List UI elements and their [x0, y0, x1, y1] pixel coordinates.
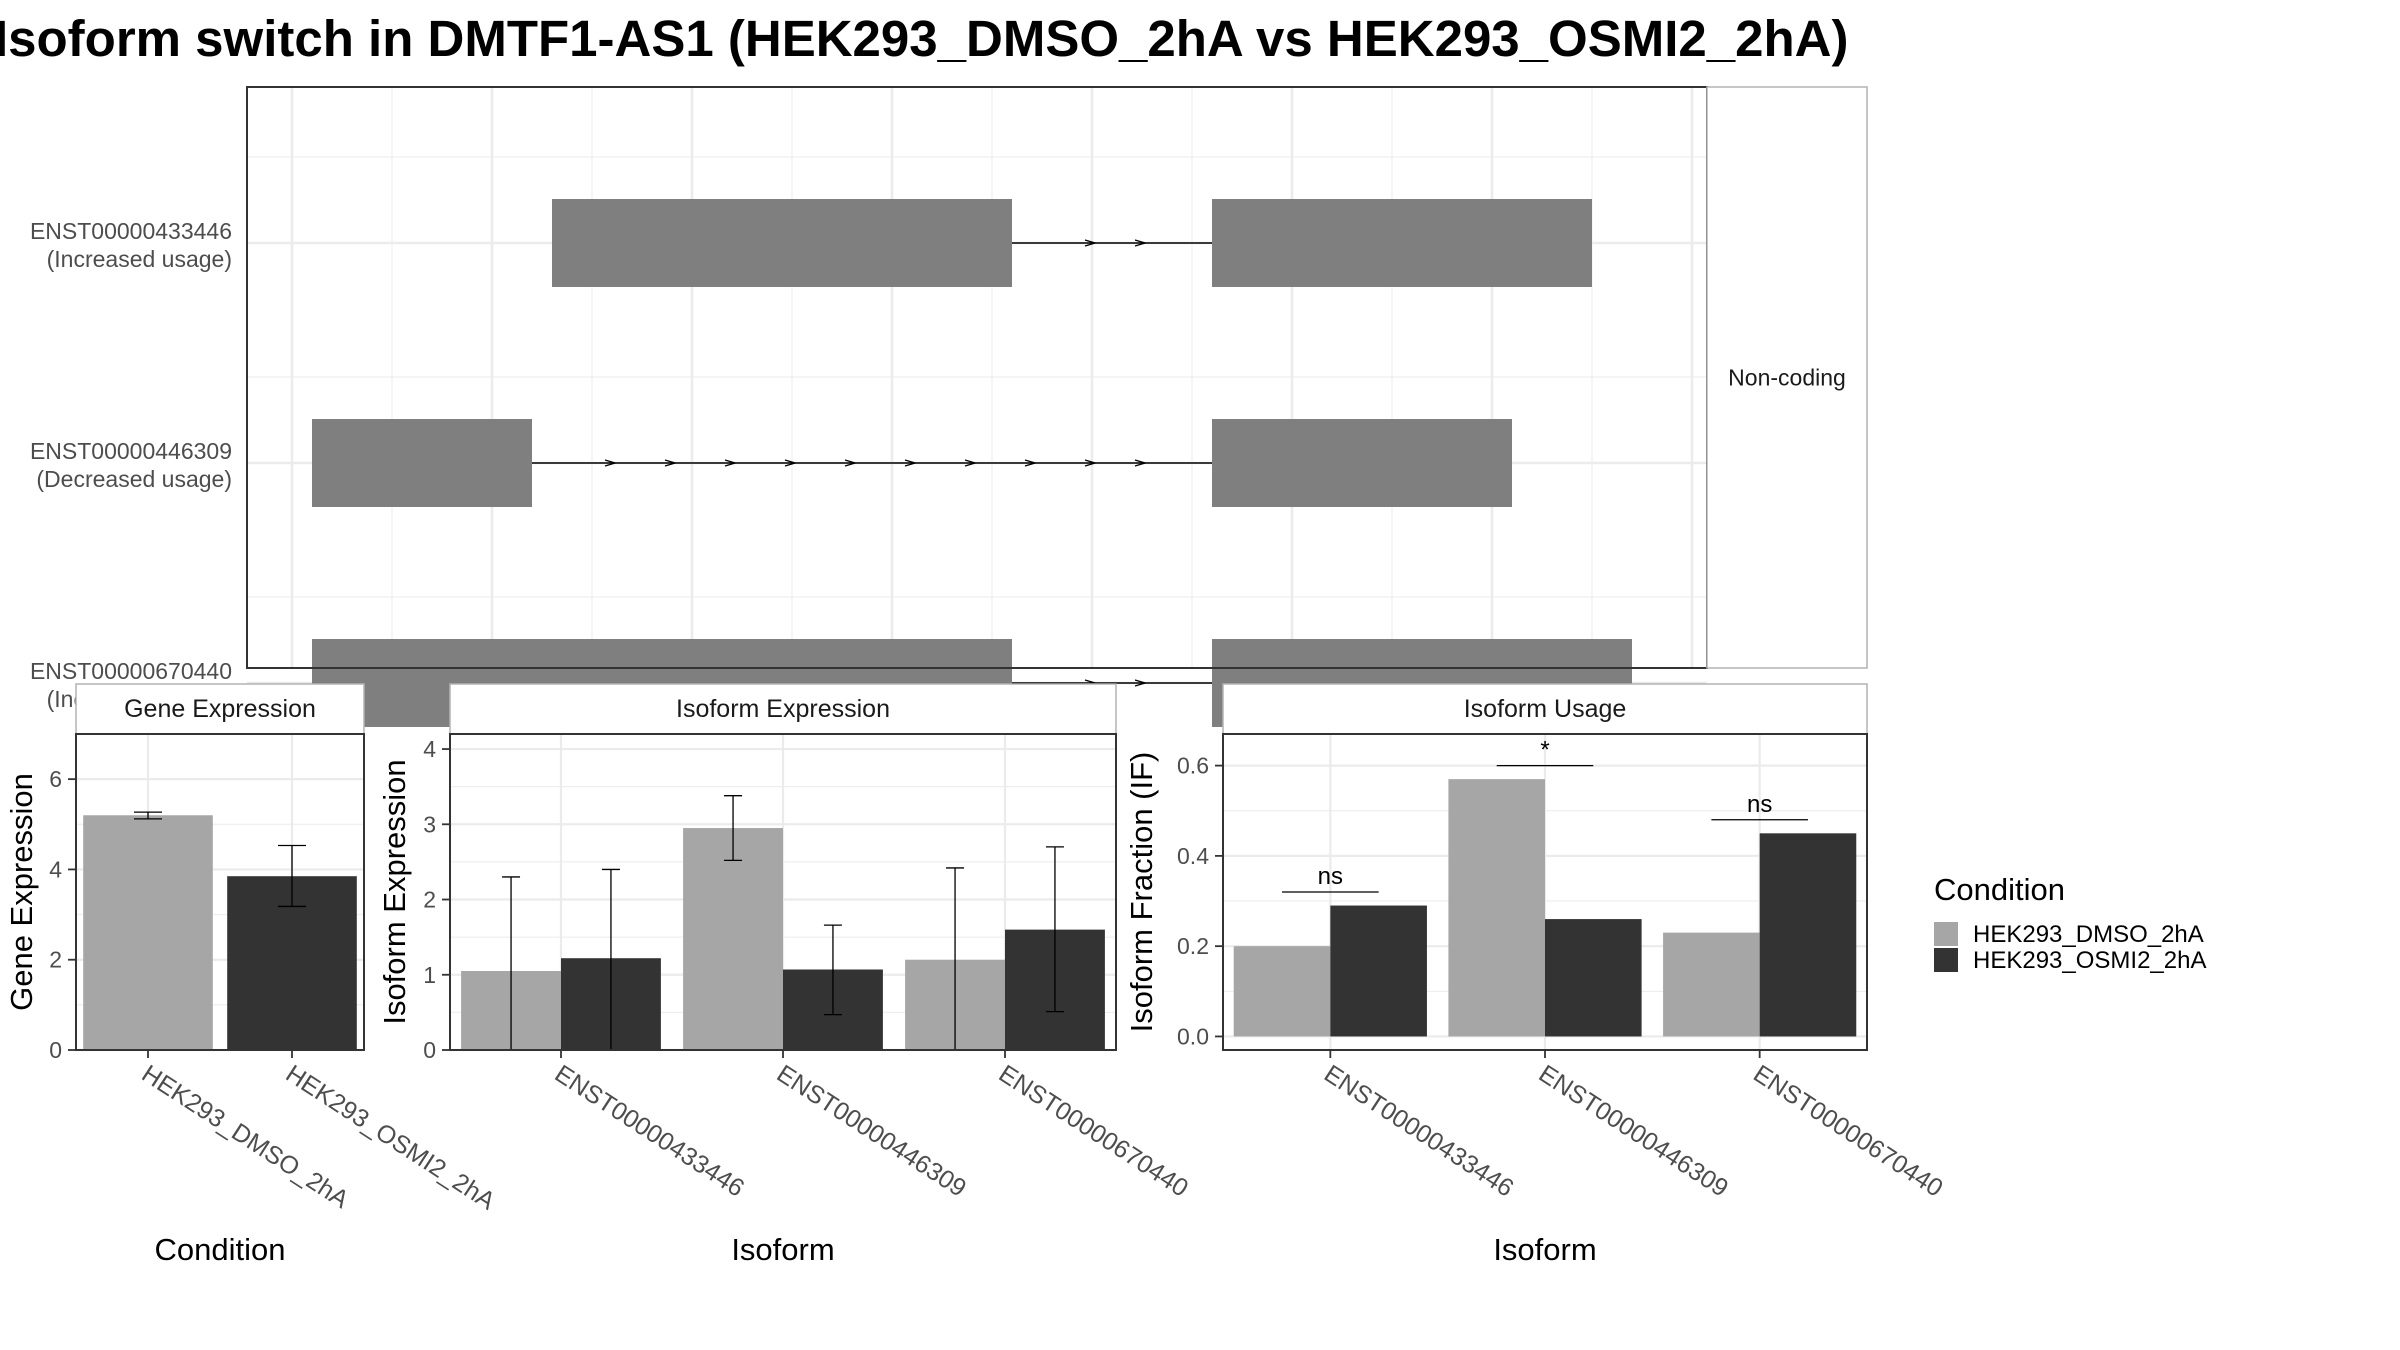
significance-label: ns: [1747, 791, 1772, 818]
x-tick-label: ENST00000670440: [1748, 1060, 1947, 1203]
legend-swatch: [1934, 922, 1958, 946]
bar: [83, 815, 213, 1050]
y-tick-label: 0: [423, 1037, 436, 1063]
transcript-id: ENST00000446309: [30, 438, 232, 464]
strand-arrow: [664, 459, 678, 467]
legend-item-label: HEK293_OSMI2_2hA: [1973, 947, 2206, 974]
significance-label: *: [1540, 737, 1549, 764]
exon-block: [552, 199, 1012, 287]
y-tick-label: 0.0: [1177, 1023, 1209, 1049]
x-axis-title: Condition: [155, 1232, 286, 1267]
x-tick-label: ENST00000446309: [772, 1060, 971, 1203]
x-tick-label: ENST00000433446: [1319, 1060, 1518, 1203]
y-tick-label: 2: [423, 887, 436, 913]
y-tick-label: 0.6: [1177, 753, 1209, 779]
strand-arrow: [784, 459, 798, 467]
usage-note: (Increased usage): [47, 246, 232, 272]
figure-title: Isoform switch in DMTF1-AS1 (HEK293_DMSO…: [0, 10, 1848, 67]
bar: [1330, 905, 1427, 1037]
y-tick-label: 3: [423, 811, 436, 837]
facet-strip: [1706, 86, 1868, 669]
legend-swatch: [1934, 948, 1958, 972]
y-tick-label: 2: [49, 947, 62, 973]
strand-arrow: [1134, 459, 1148, 467]
strand-arrow: [844, 459, 858, 467]
panel-strip-title: Isoform Usage: [1464, 695, 1627, 723]
panel-strip: [1222, 683, 1868, 735]
strand-arrow: [724, 459, 738, 467]
y-tick-label: 4: [49, 856, 62, 882]
transcript-label: ENST00000433446 (Increased usage): [30, 218, 232, 272]
bar: [683, 828, 783, 1050]
legend-item-label: HEK293_DMSO_2hA: [1973, 921, 2204, 948]
transcript-structure-panel: ENST00000433446 (Increased usage)ENST0000…: [30, 86, 1868, 727]
strand-arrow: [1084, 459, 1098, 467]
legend-title: Condition: [1934, 872, 2065, 907]
y-tick-label: 6: [49, 766, 62, 792]
transcript-label: ENST00000446309 (Decreased usage): [30, 438, 232, 492]
x-axis-title: Isoform: [731, 1232, 834, 1267]
exon-block: [1212, 419, 1512, 507]
x-tick-label: ENST00000670440: [994, 1060, 1193, 1203]
transcript-id: ENST00000670440: [30, 658, 232, 684]
exon-block: [1212, 199, 1592, 287]
panel-strip-title: Isoform Expression: [676, 695, 890, 723]
strand-arrow: [904, 459, 918, 467]
y-tick-label: 0.2: [1177, 933, 1209, 959]
y-tick-label: 0.4: [1177, 843, 1209, 869]
x-tick-label: ENST00000433446: [550, 1060, 749, 1203]
transcript-id: ENST00000433446: [30, 218, 232, 244]
bar: [1448, 779, 1545, 1037]
bar: [1663, 932, 1760, 1037]
strand-arrow: [1134, 679, 1148, 687]
bar: [1759, 833, 1857, 1037]
panel-strip-title: Gene Expression: [124, 695, 316, 723]
y-axis-title: Isoform Fraction (IF): [1124, 752, 1159, 1033]
exon-block: [312, 419, 532, 507]
strand-arrow: [1134, 239, 1148, 247]
panel-strip: [75, 683, 365, 735]
y-axis-title: Isoform Expression: [377, 759, 412, 1024]
x-axis-title: Isoform: [1493, 1232, 1596, 1267]
bar: [1545, 919, 1642, 1037]
panel-border: [75, 733, 365, 1051]
x-tick-label: ENST00000446309: [1534, 1060, 1733, 1203]
y-axis-title: Gene Expression: [4, 773, 39, 1011]
strand-arrow: [604, 459, 618, 467]
panel-strip: [449, 683, 1117, 735]
significance-label: ns: [1318, 863, 1343, 890]
isoform-usage-panel: Isoform Usage 0.0 0.2 0.4 0.6 ns * ns ENST000004…: [1124, 683, 1948, 1267]
strand-arrow: [1084, 239, 1098, 247]
strand-arrow: [964, 459, 978, 467]
y-tick-label: 0: [49, 1037, 62, 1063]
facet-label: Non-coding: [1728, 365, 1846, 391]
usage-note: (Decreased usage): [36, 466, 232, 492]
bar: [1233, 946, 1331, 1037]
y-tick-label: 1: [423, 962, 436, 988]
strand-arrow: [1024, 459, 1038, 467]
y-tick-label: 4: [423, 736, 436, 762]
